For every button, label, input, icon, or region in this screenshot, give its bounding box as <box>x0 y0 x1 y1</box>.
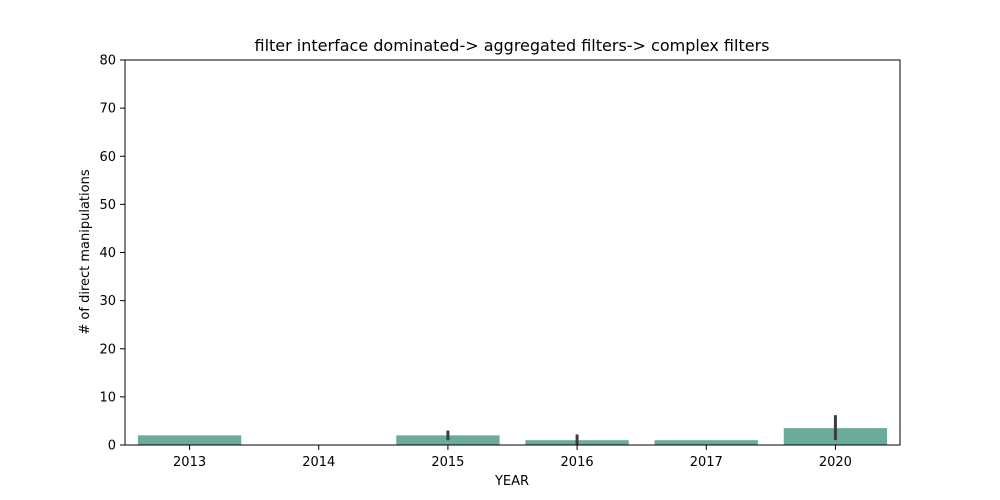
x-tick-label-2014: 2014 <box>302 455 335 470</box>
y-tick-label-50: 50 <box>99 198 116 213</box>
x-tick-label-2020: 2020 <box>819 455 852 470</box>
y-tick-label-70: 70 <box>99 102 116 117</box>
y-tick-label-30: 30 <box>99 294 116 309</box>
y-tick-label-0: 0 <box>108 439 116 454</box>
y-tick-label-80: 80 <box>99 54 116 69</box>
y-tick-label-20: 20 <box>99 342 116 357</box>
y-tick-label-60: 60 <box>99 150 116 165</box>
chart-title: filter interface dominated-> aggregated … <box>255 36 770 55</box>
x-tick-label-2016: 2016 <box>561 455 594 470</box>
y-tick-label-10: 10 <box>99 390 116 405</box>
y-axis: 0 10 20 30 40 50 60 70 80 <box>99 54 125 454</box>
bar-2013 <box>137 435 242 445</box>
x-tick-label-2013: 2013 <box>173 455 206 470</box>
x-tick-label-2015: 2015 <box>431 455 464 470</box>
x-axis-label: YEAR <box>494 474 529 489</box>
y-tick-label-40: 40 <box>99 246 116 261</box>
x-tick-label-2017: 2017 <box>690 455 723 470</box>
error-bars-layer <box>446 415 837 445</box>
plot-area-frame <box>124 59 901 446</box>
y-axis-label: # of direct manipulations <box>78 169 93 334</box>
bars-layer <box>137 428 888 445</box>
bar-2017 <box>654 440 758 445</box>
x-axis: 2013 2014 2015 2016 2017 2020 <box>173 445 852 470</box>
